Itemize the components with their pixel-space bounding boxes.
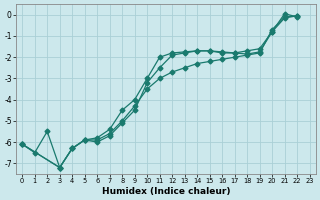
X-axis label: Humidex (Indice chaleur): Humidex (Indice chaleur) — [102, 187, 230, 196]
